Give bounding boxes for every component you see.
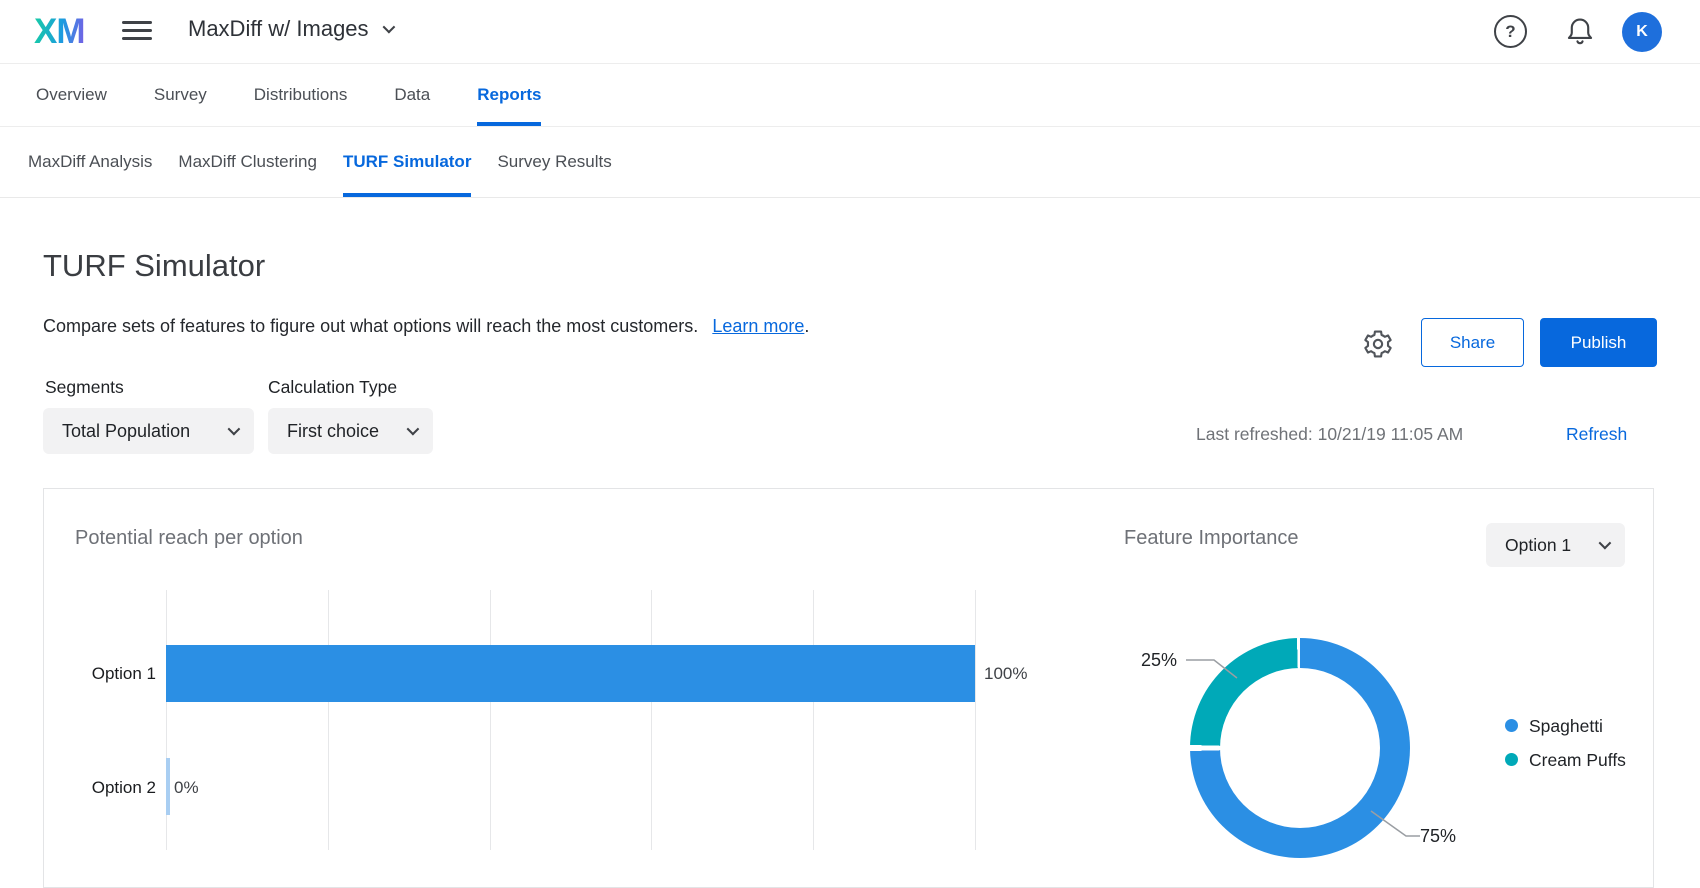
gridline — [651, 590, 653, 850]
notifications-bell-icon[interactable] — [1563, 14, 1597, 50]
reports-subnav: MaxDiff Analysis MaxDiff Clustering TURF… — [0, 127, 1700, 198]
bar-option-2[interactable] — [166, 758, 170, 815]
importance-chart-title: Feature Importance — [1124, 527, 1299, 549]
project-title-label: MaxDiff w/ Images — [188, 16, 369, 41]
segments-dropdown-value: Total Population — [62, 420, 191, 441]
subtab-maxdiff-analysis[interactable]: MaxDiff Analysis — [28, 152, 153, 171]
bar-value-label: 0% — [174, 778, 199, 797]
gridline — [489, 590, 491, 850]
gridline — [813, 590, 815, 850]
chevron-down-icon — [227, 422, 241, 435]
learn-more-link[interactable]: Learn more — [712, 316, 805, 336]
segments-label: Segments — [45, 377, 124, 397]
reach-chart-plot — [166, 590, 976, 850]
legend-label-cream-puffs[interactable]: Cream Puffs — [1529, 750, 1626, 770]
subtab-survey-results[interactable]: Survey Results — [497, 152, 612, 171]
publish-button[interactable]: Publish — [1540, 318, 1657, 367]
period: . — [804, 316, 810, 336]
settings-gear-icon[interactable] — [1362, 328, 1394, 360]
tab-reports[interactable]: Reports — [477, 64, 542, 126]
bar-value-label: 100% — [984, 664, 1028, 683]
calculation-type-dropdown[interactable]: First choice — [268, 408, 433, 454]
donut-slice-label: 75% — [1420, 826, 1457, 846]
legend-label-spaghetti[interactable]: Spaghetti — [1529, 716, 1603, 736]
refresh-link[interactable]: Refresh — [1566, 424, 1628, 444]
subtab-turf-simulator[interactable]: TURF Simulator — [342, 127, 472, 197]
gridline — [327, 590, 329, 850]
calculation-type-dropdown-value: First choice — [287, 420, 380, 441]
xm-logo: XM — [34, 12, 85, 51]
last-refreshed-text: Last refreshed: 10/21/19 11:05 AM — [1196, 424, 1464, 444]
tab-survey[interactable]: Survey — [153, 85, 207, 104]
calculation-type-label: Calculation Type — [268, 377, 398, 397]
main-nav: Overview Survey Distributions Data Repor… — [0, 64, 1700, 127]
project-switcher[interactable]: MaxDiff w/ Images — [188, 16, 395, 42]
chevron-down-icon — [1598, 536, 1612, 549]
bar-category-label: Option 1 — [91, 664, 156, 683]
legend-dot-cream-puffs — [1505, 753, 1518, 766]
tab-overview[interactable]: Overview — [36, 85, 107, 104]
hamburger-menu-icon[interactable] — [122, 21, 152, 43]
segments-dropdown[interactable]: Total Population — [43, 408, 254, 454]
chevron-down-icon — [382, 20, 395, 33]
app-header: XM MaxDiff w/ Images ? K — [0, 0, 1700, 64]
donut-chart[interactable] — [1190, 638, 1410, 858]
user-avatar[interactable]: K — [1622, 12, 1662, 52]
gridline — [975, 590, 976, 850]
subtab-maxdiff-clustering[interactable]: MaxDiff Clustering — [178, 152, 317, 171]
tab-data[interactable]: Data — [394, 85, 431, 104]
page-description: Compare sets of features to figure out w… — [43, 316, 809, 337]
importance-option-value: Option 1 — [1505, 534, 1572, 555]
donut-slice-label: 25% — [1141, 650, 1178, 670]
importance-option-dropdown[interactable]: Option 1 — [1486, 523, 1625, 567]
share-button[interactable]: Share — [1421, 318, 1524, 367]
legend-dot-spaghetti — [1505, 719, 1518, 732]
bar-option-1[interactable] — [166, 645, 975, 702]
page-title: TURF Simulator — [43, 248, 266, 283]
gridline — [166, 590, 167, 850]
page-description-text: Compare sets of features to figure out w… — [43, 316, 699, 336]
help-icon[interactable]: ? — [1494, 15, 1527, 48]
reach-chart-title: Potential reach per option — [75, 527, 303, 549]
chevron-down-icon — [406, 422, 420, 435]
bar-category-label: Option 2 — [91, 778, 156, 797]
tab-distributions[interactable]: Distributions — [253, 85, 348, 104]
